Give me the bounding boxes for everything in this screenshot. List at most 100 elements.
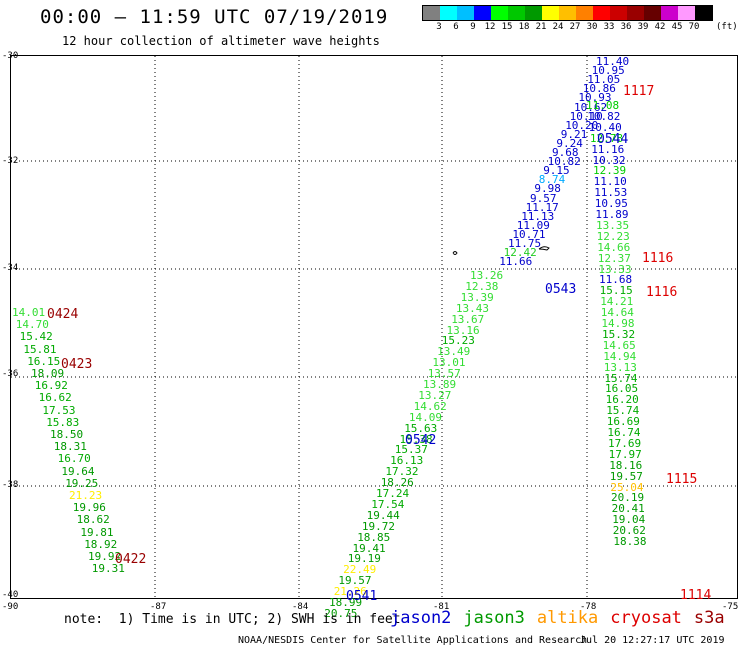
wave-height-reading: 19.81: [80, 525, 114, 539]
pass-time-label: 0422: [115, 552, 147, 567]
legend-label: 15: [501, 22, 513, 32]
wave-height-reading: 9.57: [530, 191, 557, 205]
wave-height-reading: 14.01: [12, 306, 46, 319]
legend-label: 33: [603, 22, 615, 32]
wave-height-reading: 16.20: [605, 393, 639, 407]
legend-label: 9: [470, 22, 476, 32]
legend-label: 3: [436, 22, 442, 32]
pass-time-label: 1114: [680, 588, 712, 603]
wave-height-reading: 12.23: [596, 229, 630, 243]
legend-label: 6: [453, 22, 459, 32]
footnote: note: 1) Time is in UTC; 2) SWH is in fe…: [64, 612, 401, 627]
longitude-label: -75: [722, 602, 739, 612]
wave-height-reading: 17.53: [42, 403, 76, 417]
wave-height-reading: 10.40: [588, 120, 622, 134]
wave-height-reading: 16.62: [38, 391, 72, 405]
wave-height-reading: 18.09: [31, 367, 65, 380]
wave-height-reading: 11.68: [599, 273, 633, 287]
legend-swatch: [542, 6, 559, 20]
legend-label: 21: [535, 22, 547, 32]
wave-height-reading: 16.15: [27, 354, 61, 368]
wave-height-reading: 20.41: [611, 502, 645, 516]
wave-height-reading: 15.23: [441, 334, 475, 348]
legend-swatch: [627, 6, 644, 20]
pass-time-label: 0543: [545, 282, 577, 297]
timestamp-text: Jul 20 12:27:17 UTC 2019: [580, 635, 725, 646]
wave-height-reading: 13.43: [455, 301, 490, 315]
wave-height-reading: 19.31: [91, 562, 125, 576]
longitude-label: -84: [292, 602, 309, 612]
legend-swatch: [508, 6, 525, 20]
wave-height-reading: 10.93: [578, 91, 612, 105]
wave-height-reading: 16.74: [607, 426, 641, 439]
map-subtitle: 12 hour collection of altimeter wave hei…: [62, 34, 380, 48]
wave-height-reading: 10.86: [582, 82, 616, 96]
credit-text: NOAA/NESDIS Center for Satellite Applica…: [238, 635, 588, 646]
wave-height-reading: 19.44: [366, 508, 400, 522]
satellite-name-altika: altika: [536, 608, 599, 628]
satellite-legend: jason2 jason3 altika cryosat s3a: [390, 608, 737, 628]
wave-height-reading: 11.13: [521, 209, 555, 223]
pass-time-label: 1117: [623, 84, 655, 99]
wave-height-reading: 19.25: [65, 476, 99, 490]
wave-height-reading: 12.42: [503, 246, 537, 260]
wave-height-reading: 19.57: [609, 469, 643, 483]
wave-height-reading: 12.78: [589, 131, 624, 145]
wave-height-reading: 9.24: [556, 136, 583, 150]
wave-height-reading: 13.33: [598, 262, 632, 276]
legend-label: 30: [586, 22, 598, 32]
wave-height-reading: 15.74: [606, 404, 640, 418]
wave-height-reading: 18.38: [613, 535, 647, 548]
wave-height-reading: 12.38: [465, 279, 499, 293]
wave-height-reading: 10.20: [565, 118, 599, 132]
wave-height-reading: 17.97: [608, 447, 642, 461]
satellite-name-cryosat: cryosat: [610, 608, 682, 628]
wave-height-reading: 13.67: [451, 312, 485, 326]
wave-height-reading: 10.10: [569, 109, 603, 123]
latitude-label: -34: [2, 263, 19, 273]
legend-label: 27: [569, 22, 581, 32]
satellite-name-s3a: s3a: [693, 608, 725, 628]
pass-time-label: 0541: [346, 589, 378, 604]
pass-time-label: 1116: [642, 251, 674, 266]
wave-height-reading: 15.63: [404, 421, 438, 435]
wave-height-reading: 11.16: [591, 142, 625, 156]
wave-height-reading: 16.69: [606, 415, 640, 429]
wave-height-reading: 13.26: [470, 269, 504, 282]
legend-label: 36: [620, 22, 632, 32]
wave-height-reading: 18.92: [84, 537, 118, 551]
legend-swatch: [559, 6, 576, 20]
latitude-label: -36: [2, 369, 19, 379]
wave-height-reading: 16.70: [57, 452, 91, 466]
pass-time-label: 0424: [47, 307, 79, 322]
pass-time-label: 1115: [666, 472, 698, 487]
wave-height-reading: 18.85: [357, 530, 391, 544]
wave-height-reading: 20.19: [611, 491, 645, 505]
wave-height-reading: 10.62: [574, 100, 608, 114]
wave-height-reading: 15.32: [602, 327, 636, 341]
wave-height-reading: 11.10: [593, 175, 627, 189]
wave-height-reading: 21.26: [333, 585, 367, 599]
wave-height-reading: 11.40: [596, 55, 630, 68]
legend-label: 45: [671, 22, 683, 32]
legend-swatch: [695, 6, 712, 20]
wave-height-reading: 12.39: [593, 164, 627, 178]
longitude-label: -90: [2, 602, 19, 612]
wave-height-reading: 14.65: [602, 338, 636, 352]
legend-swatch: [525, 6, 542, 20]
legend-swatch: [491, 6, 508, 20]
wave-height-reading: 10.95: [594, 197, 628, 211]
map-plot-area: [10, 55, 738, 599]
wave-height-reading: 17.54: [371, 497, 405, 511]
wave-height-reading: 18.31: [53, 440, 87, 454]
pass-time-label: 0542: [405, 433, 437, 448]
wave-height-reading: 13.89: [423, 378, 457, 391]
wave-height-reading: 14.70: [15, 318, 49, 332]
wave-height-reading: 15.81: [23, 342, 57, 356]
wave-height-reading: 13.49: [437, 345, 471, 359]
latitude-label: -40: [2, 590, 19, 600]
wave-height-reading: 13.39: [460, 290, 494, 304]
legend-label: 24: [552, 22, 564, 32]
wave-height-reading: 18.50: [50, 428, 84, 441]
wave-height-reading: 17.32: [385, 465, 419, 479]
